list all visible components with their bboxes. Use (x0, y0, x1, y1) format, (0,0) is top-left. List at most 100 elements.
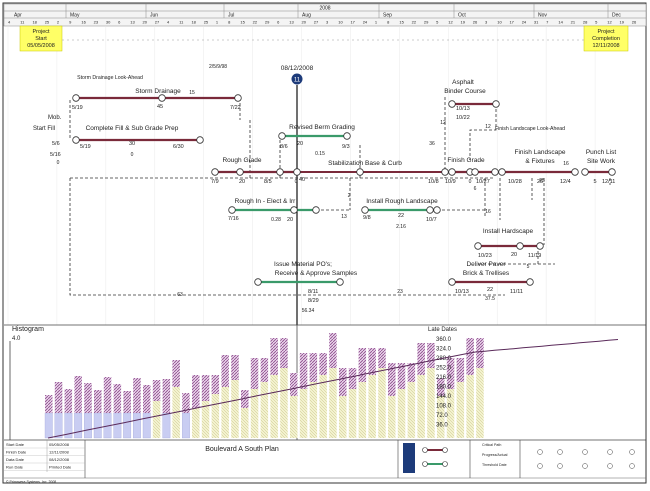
day-label: 24 (363, 20, 368, 25)
histogram-bar (162, 412, 171, 439)
activity-text: 20 (511, 252, 517, 258)
day-label: 1 (375, 20, 378, 25)
activity-text: 7/9 (211, 179, 219, 185)
activity-text: 22 (487, 287, 493, 293)
day-label: 12 (607, 20, 612, 25)
histogram-bar (388, 363, 396, 396)
histogram-bar (378, 368, 386, 438)
histogram-bar (378, 348, 386, 368)
histogram-bar (280, 368, 288, 438)
activity-node (254, 278, 262, 286)
activity-text: 9/3 (342, 144, 350, 150)
day-label: 23 (94, 20, 99, 25)
activity-text: Install Rough Landscape (366, 198, 438, 205)
histogram-bar (446, 389, 455, 438)
plan-title: Boulevard A South Plan (205, 446, 279, 453)
legend-node-samples (537, 449, 635, 469)
histogram-bar (319, 375, 327, 438)
activity-node (361, 206, 369, 214)
histogram-bar (476, 338, 484, 368)
activity-labels: Storm Drainage 5/19 7/22 45 15 Storm Drainage… (33, 64, 616, 314)
histogram-max-label: 4.0 (12, 336, 21, 342)
late-date-value: 216.0 (436, 375, 452, 381)
day-label: 18 (191, 20, 196, 25)
activity-text: 0 (57, 160, 60, 166)
month-label: May (70, 13, 80, 19)
activity-text: 10/8 (428, 179, 439, 185)
histogram-bar (123, 412, 132, 439)
activity-text: 10/28 (508, 179, 522, 185)
data-date-marker-icon (291, 73, 303, 85)
link-label: 63 (177, 292, 183, 298)
histogram-bar (456, 358, 465, 382)
histogram-bar (231, 355, 239, 380)
link-label: 12 (440, 120, 446, 126)
histogram-bar (348, 389, 357, 438)
histogram-bar (397, 389, 406, 438)
activity-node (236, 168, 244, 176)
timeline-gridlines (7, 26, 596, 325)
day-label: 25 (45, 20, 50, 25)
activity-text: 10/13 (455, 289, 469, 295)
histogram-bar (103, 377, 112, 413)
activity-text: 5/16 (50, 152, 61, 158)
timeline-year: 2008 (319, 6, 330, 12)
activity-text: 8/6 (280, 144, 288, 150)
link-label: 13 (341, 214, 347, 220)
histogram-bar (339, 396, 347, 438)
month-label: Nov (538, 13, 547, 19)
late-date-value: 72.0 (436, 413, 448, 419)
project-start-line2: Start (35, 36, 47, 42)
project-start-date: 05/05/2008 (27, 43, 55, 49)
link-label: 16 (485, 209, 491, 215)
link-label: 23 (397, 289, 403, 295)
histogram-bar (45, 395, 53, 413)
activity-text: Finish Grade (447, 157, 485, 164)
histogram-bar (123, 391, 131, 413)
day-label: 8 (228, 20, 231, 25)
histogram-bar (172, 360, 180, 387)
day-label: 5 (595, 20, 598, 25)
day-label: 13 (130, 20, 135, 25)
activity-text: Rough Grade (222, 157, 261, 164)
day-label: 16 (81, 20, 86, 25)
link-label: 6 (474, 186, 477, 192)
histogram-bar (241, 408, 249, 438)
activity-node (278, 132, 286, 140)
link-label: 0 (295, 179, 298, 185)
activity-node (448, 168, 456, 176)
activity-text: 10/13 (456, 106, 470, 112)
activity-text: 5/19 (80, 144, 91, 150)
day-label: 10 (338, 20, 343, 25)
activity-text: 6/30 (173, 144, 184, 150)
legend-item-1: Critical Path (482, 443, 501, 447)
month-label: Apr (14, 13, 22, 19)
month-label: Jul (228, 13, 234, 19)
histogram-bar (290, 396, 298, 438)
activity-text: 20 (297, 141, 303, 147)
late-date-value: 360.0 (436, 337, 452, 343)
activity-node (343, 132, 351, 140)
histogram-bar (437, 396, 445, 438)
histogram-bar (417, 375, 425, 438)
footer-copyright: © Primavera Systems, Inc. 2008 (6, 480, 56, 484)
link-label: 5 (527, 264, 530, 270)
footer-row-label: Finish Date (6, 450, 27, 455)
histogram-bar (93, 412, 102, 439)
activity-text: 11/11 (510, 289, 523, 295)
histogram-bar (299, 353, 308, 389)
activity-text: Finish Landscape Look-Ahead (495, 126, 565, 132)
month-label: Sep (383, 13, 392, 19)
activity-node (356, 168, 364, 176)
activity-node (498, 168, 506, 176)
histogram-bar (427, 368, 435, 438)
activity-node (293, 168, 301, 176)
day-label: 27 (155, 20, 160, 25)
activity-text: 9/8 (363, 215, 371, 221)
late-date-value: 288.0 (436, 356, 452, 362)
histogram-bar (270, 375, 278, 438)
activity-node (441, 168, 449, 176)
histogram-bar (221, 355, 229, 387)
footer-row-value: 05/05/2008 (49, 442, 70, 447)
activity-nodes (72, 94, 616, 286)
